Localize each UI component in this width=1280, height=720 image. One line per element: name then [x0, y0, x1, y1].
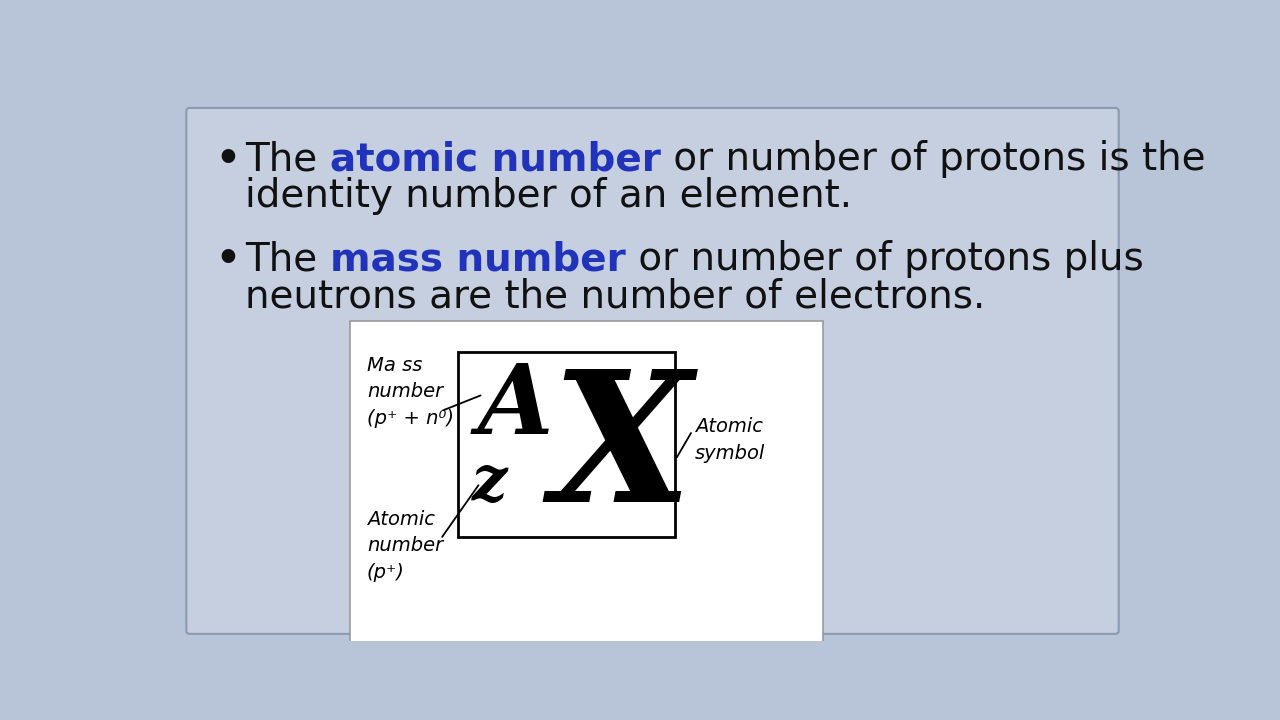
Bar — [349, 321, 823, 652]
Text: or number of protons is the: or number of protons is the — [660, 140, 1206, 179]
Text: neutrons are the number of electrons.: neutrons are the number of electrons. — [246, 277, 986, 315]
Text: •: • — [216, 240, 241, 279]
Text: X: X — [552, 364, 691, 540]
Text: Atomic
number
(p⁺): Atomic number (p⁺) — [367, 510, 443, 582]
Text: mass number: mass number — [330, 240, 626, 279]
Text: z: z — [472, 452, 508, 513]
Text: atomic number: atomic number — [330, 140, 660, 179]
Text: A: A — [477, 360, 553, 454]
Text: or number of protons plus: or number of protons plus — [626, 240, 1143, 279]
Bar — [458, 352, 676, 537]
Text: •: • — [216, 140, 241, 179]
Text: The: The — [246, 140, 330, 179]
FancyBboxPatch shape — [187, 108, 1119, 634]
Text: The: The — [246, 240, 330, 279]
Text: Atomic
symbol: Atomic symbol — [695, 418, 765, 463]
Text: identity number of an element.: identity number of an element. — [246, 177, 852, 215]
Text: Ma ss
number
(p⁺ + n⁰): Ma ss number (p⁺ + n⁰) — [367, 356, 454, 428]
